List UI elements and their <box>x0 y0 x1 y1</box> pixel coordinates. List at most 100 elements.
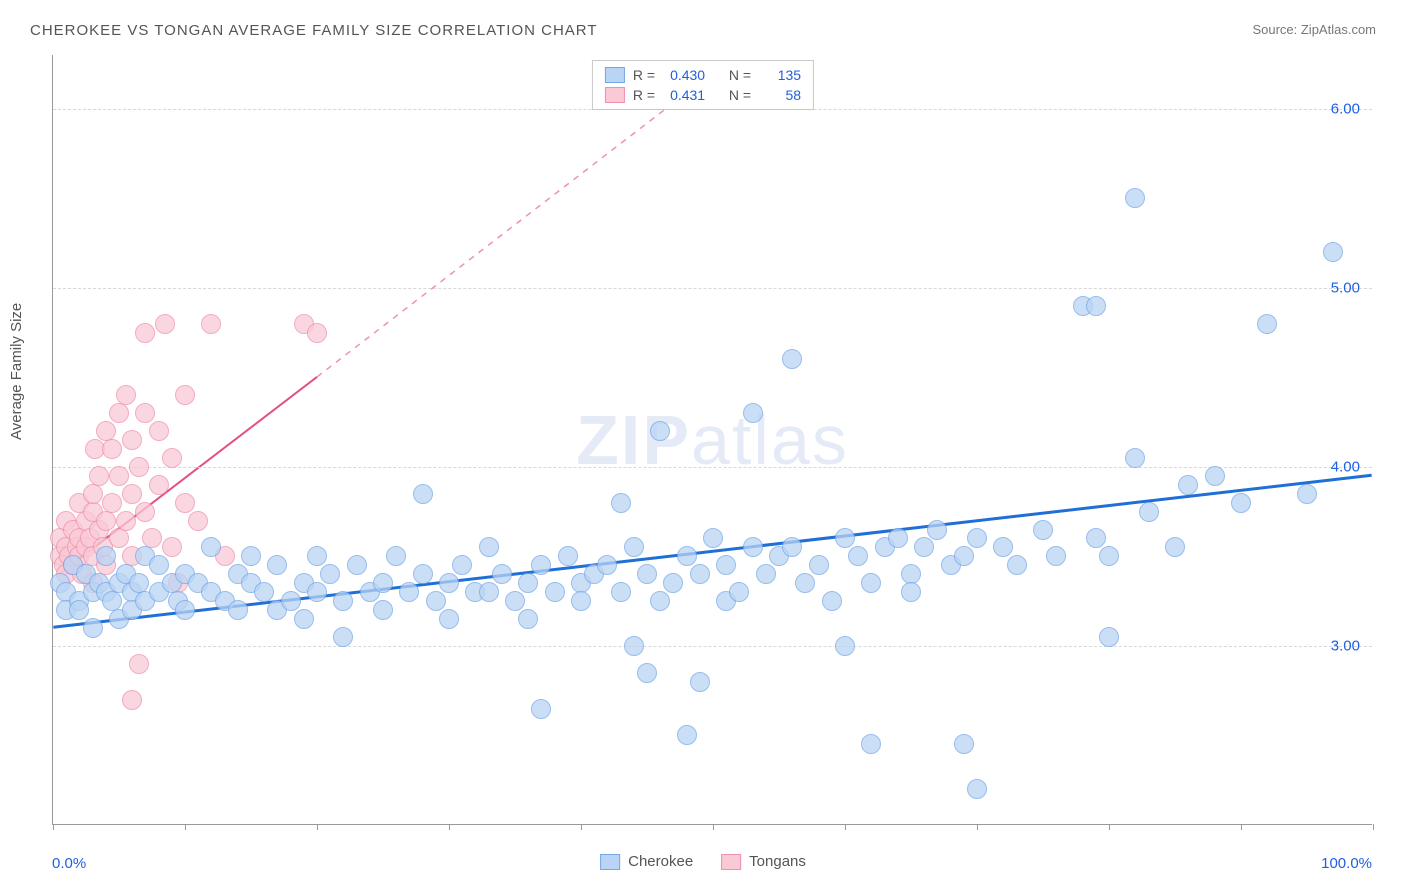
chart-source: Source: ZipAtlas.com <box>1252 22 1376 37</box>
legend-swatch <box>600 854 620 870</box>
scatter-point-cherokee <box>954 546 974 566</box>
scatter-point-tongans <box>162 448 182 468</box>
scatter-point-cherokee <box>452 555 472 575</box>
x-tick <box>1109 824 1110 830</box>
scatter-point-tongans <box>135 323 155 343</box>
x-axis-min-label: 0.0% <box>52 855 86 872</box>
scatter-point-cherokee <box>1086 296 1106 316</box>
scatter-point-tongans <box>109 403 129 423</box>
scatter-point-cherokee <box>848 546 868 566</box>
legend-label: Tongans <box>749 853 806 870</box>
scatter-point-cherokee <box>611 493 631 513</box>
scatter-point-cherokee <box>729 582 749 602</box>
scatter-point-cherokee <box>1007 555 1027 575</box>
scatter-point-cherokee <box>492 564 512 584</box>
scatter-point-cherokee <box>531 699 551 719</box>
scatter-point-cherokee <box>650 591 670 611</box>
scatter-point-tongans <box>129 654 149 674</box>
scatter-point-tongans <box>96 511 116 531</box>
scatter-point-cherokee <box>637 663 657 683</box>
scatter-point-cherokee <box>650 421 670 441</box>
y-axis-label: Average Family Size <box>8 303 25 440</box>
scatter-point-cherokee <box>426 591 446 611</box>
scatter-point-cherokee <box>1125 188 1145 208</box>
scatter-point-cherokee <box>201 537 221 557</box>
scatter-point-cherokee <box>954 734 974 754</box>
scatter-point-cherokee <box>677 546 697 566</box>
scatter-point-cherokee <box>782 349 802 369</box>
scatter-point-tongans <box>116 511 136 531</box>
scatter-point-cherokee <box>413 564 433 584</box>
scatter-point-cherokee <box>795 573 815 593</box>
scatter-point-cherokee <box>967 528 987 548</box>
scatter-point-cherokee <box>993 537 1013 557</box>
scatter-point-tongans <box>135 502 155 522</box>
scatter-point-cherokee <box>228 600 248 620</box>
scatter-point-cherokee <box>809 555 829 575</box>
scatter-point-cherokee <box>1086 528 1106 548</box>
x-tick <box>1241 824 1242 830</box>
scatter-point-cherokee <box>479 582 499 602</box>
series-legend: CherokeeTongans <box>600 853 806 870</box>
scatter-point-cherokee <box>386 546 406 566</box>
scatter-point-tongans <box>122 484 142 504</box>
scatter-point-cherokee <box>1323 242 1343 262</box>
scatter-point-tongans <box>89 466 109 486</box>
scatter-point-cherokee <box>267 555 287 575</box>
scatter-point-cherokee <box>1205 466 1225 486</box>
scatter-point-tongans <box>122 690 142 710</box>
scatter-point-cherokee <box>690 672 710 692</box>
scatter-point-tongans <box>175 493 195 513</box>
scatter-point-cherokee <box>611 582 631 602</box>
gridline <box>53 467 1372 468</box>
scatter-point-cherokee <box>439 573 459 593</box>
scatter-point-cherokee <box>571 591 591 611</box>
scatter-point-cherokee <box>413 484 433 504</box>
scatter-point-tongans <box>102 493 122 513</box>
scatter-point-tongans <box>155 314 175 334</box>
legend-swatch <box>605 87 625 103</box>
scatter-point-cherokee <box>333 591 353 611</box>
scatter-point-cherokee <box>1231 493 1251 513</box>
scatter-point-cherokee <box>373 573 393 593</box>
chart-title: CHEROKEE VS TONGAN AVERAGE FAMILY SIZE C… <box>30 22 598 39</box>
scatter-point-cherokee <box>175 600 195 620</box>
scatter-point-cherokee <box>716 555 736 575</box>
scatter-point-cherokee <box>637 564 657 584</box>
scatter-point-cherokee <box>1165 537 1185 557</box>
gridline <box>53 646 1372 647</box>
x-axis-max-label: 100.0% <box>1321 855 1372 872</box>
scatter-point-cherokee <box>822 591 842 611</box>
scatter-point-cherokee <box>149 555 169 575</box>
scatter-point-cherokee <box>69 600 89 620</box>
scatter-point-cherokee <box>743 403 763 423</box>
scatter-point-tongans <box>122 430 142 450</box>
legend-row: R =0.430 N =135 <box>593 65 813 85</box>
scatter-point-cherokee <box>914 537 934 557</box>
scatter-point-cherokee <box>888 528 908 548</box>
scatter-point-cherokee <box>1178 475 1198 495</box>
scatter-point-cherokee <box>1139 502 1159 522</box>
x-tick <box>581 824 582 830</box>
scatter-point-cherokee <box>690 564 710 584</box>
scatter-point-tongans <box>129 457 149 477</box>
scatter-point-cherokee <box>835 636 855 656</box>
scatter-point-cherokee <box>927 520 947 540</box>
plot-area: ZIPatlas 3.004.005.006.00 <box>52 55 1372 825</box>
scatter-point-cherokee <box>439 609 459 629</box>
scatter-point-cherokee <box>1099 546 1119 566</box>
scatter-point-tongans <box>188 511 208 531</box>
scatter-point-cherokee <box>743 537 763 557</box>
x-tick <box>845 824 846 830</box>
scatter-point-cherokee <box>1033 520 1053 540</box>
legend-row: R =0.431 N =58 <box>593 85 813 105</box>
scatter-point-cherokee <box>320 564 340 584</box>
scatter-point-cherokee <box>1046 546 1066 566</box>
scatter-point-cherokee <box>756 564 776 584</box>
scatter-point-cherokee <box>597 555 617 575</box>
scatter-point-cherokee <box>558 546 578 566</box>
scatter-point-tongans <box>135 403 155 423</box>
scatter-point-tongans <box>116 385 136 405</box>
scatter-point-cherokee <box>373 600 393 620</box>
scatter-point-cherokee <box>241 546 261 566</box>
